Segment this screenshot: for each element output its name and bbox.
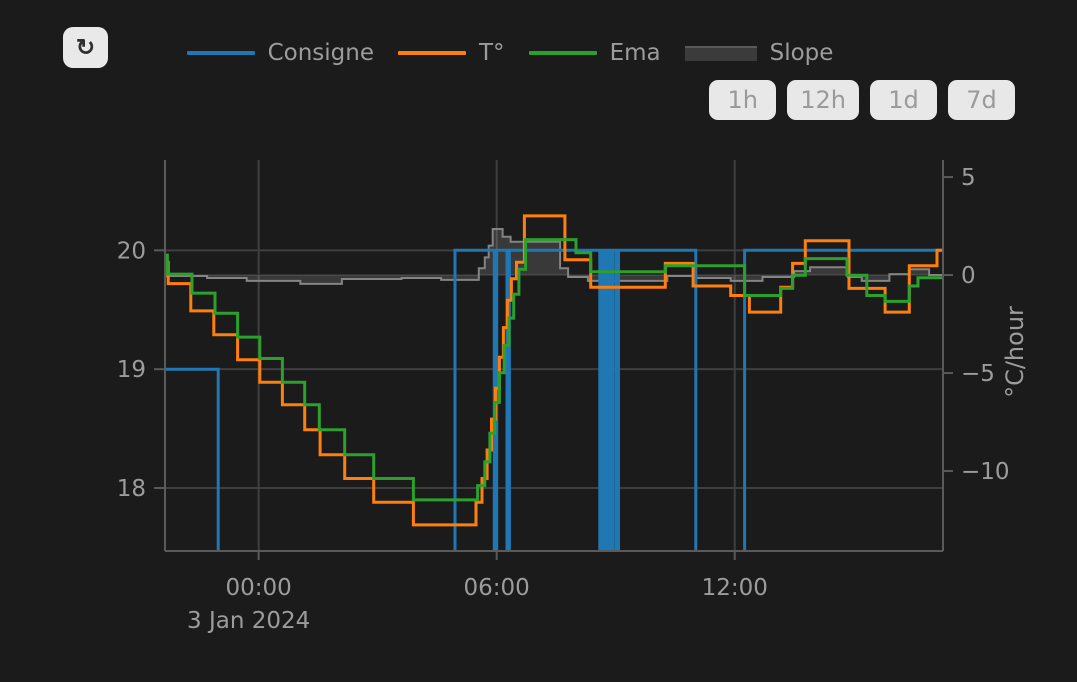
- slope-tick-label: −5: [961, 361, 995, 387]
- legend-item-consigne[interactable]: Consigne: [186, 39, 374, 66]
- consigne-line-swatch-icon: [186, 51, 255, 55]
- range-12h-button[interactable]: 12h: [787, 80, 859, 120]
- series-consigne-path: [166, 248, 942, 552]
- x-axis-date-label: 3 Jan 2024: [187, 608, 310, 634]
- ema-line-swatch-icon: [528, 51, 597, 55]
- legend-item-ema[interactable]: Ema: [528, 39, 661, 66]
- legend-item-slope[interactable]: Slope: [684, 39, 834, 66]
- range-7d-button[interactable]: 7d: [948, 80, 1015, 120]
- series-ema-path: [166, 238, 942, 502]
- x-tick-label: 12:00: [702, 575, 768, 601]
- refresh-icon: ↻: [75, 34, 96, 60]
- temp-tick-label: 18: [117, 476, 146, 502]
- refresh-button[interactable]: ↻: [63, 27, 108, 68]
- range-1h-button[interactable]: 1h: [709, 80, 777, 120]
- slope-tick-label: 5: [961, 165, 976, 191]
- slope-area-swatch-icon: [684, 45, 757, 61]
- legend-label-ema: Ema: [609, 39, 661, 66]
- slope-tick-label: −10: [961, 459, 1010, 485]
- axes: [154, 160, 953, 560]
- series-group: [166, 214, 942, 552]
- x-tick-label: 00:00: [225, 575, 291, 601]
- legend-label-slope: Slope: [769, 39, 834, 66]
- temp-tick-label: 20: [117, 238, 146, 264]
- temp-tick-label: 19: [117, 357, 146, 383]
- slope-tick-label: 0: [961, 263, 976, 289]
- temperature-line-swatch-icon: [398, 51, 466, 55]
- x-tick-label: 06:00: [464, 575, 530, 601]
- legend-item-temperature[interactable]: T°: [398, 39, 505, 66]
- legend-label-consigne: Consigne: [267, 39, 374, 66]
- gridlines: [165, 160, 943, 551]
- range-selector: 1h 12h 1d 7d: [709, 80, 1015, 120]
- range-1d-button[interactable]: 1d: [870, 80, 937, 120]
- right-axis-title: °C/hour: [1001, 306, 1029, 398]
- legend: Consigne T° Ema Slope: [170, 38, 850, 68]
- series-slope-area: [166, 229, 942, 284]
- legend-label-temperature: T°: [479, 39, 505, 66]
